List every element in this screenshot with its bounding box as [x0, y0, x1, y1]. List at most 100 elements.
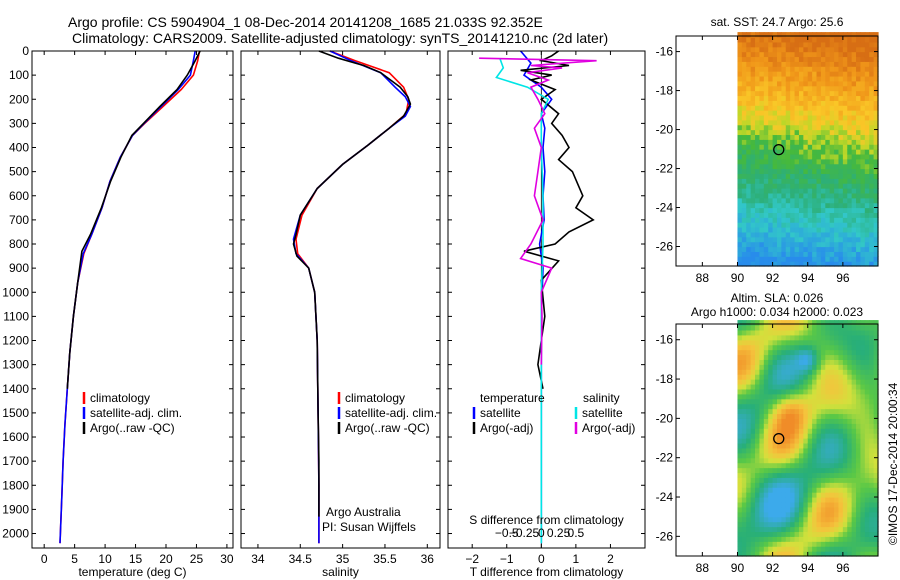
temp-ytick-label: 1800 [2, 478, 29, 492]
temp-ytick-label: 900 [9, 261, 29, 275]
temp-ytick-label: 400 [9, 141, 29, 155]
sal-legend-label: satellite-adj. clim. [345, 406, 437, 420]
temp-ytick-label: 100 [9, 68, 29, 82]
temp-xtick-label: 0 [41, 552, 48, 566]
temp-xlabel: temperature (deg C) [78, 565, 186, 579]
diff-xtick-label: −1 [500, 552, 514, 566]
temp-ytick-label: 1100 [3, 309, 29, 323]
temp-ytick-label: 600 [9, 189, 29, 203]
diff-xlabel2: S difference from climatology [469, 513, 624, 527]
diff-xlabel: T difference from climatology [470, 565, 624, 579]
diff-s-tick-label: 0.5 [568, 526, 585, 540]
sla-ytick-label: -16 [656, 333, 674, 347]
temp-ytick-label: 1600 [2, 430, 29, 444]
diff-xtick-label: 0 [538, 552, 545, 566]
sst-ytick-label: -26 [656, 240, 674, 254]
sst-panel-frame [675, 35, 879, 267]
sla-xtick-label: 94 [801, 561, 815, 575]
temp-xtick-label: 15 [129, 552, 143, 566]
sal-annotation-line2: PI: Susan Wijffels [322, 520, 416, 534]
diff-t-legend-label: Argo(-adj) [480, 421, 533, 435]
temp-ytick-label: 500 [9, 165, 29, 179]
sla-argo-marker [773, 432, 785, 445]
sla-title: Altim. SLA: 0.026 [731, 291, 824, 305]
sal-xtick-label: 34.5 [289, 552, 313, 566]
diff-legend-t-title: temperature [480, 391, 545, 405]
sst-ytick-label: -20 [656, 123, 674, 137]
sal-xlabel: salinity [322, 565, 359, 579]
temp-ytick-label: 2000 [2, 527, 29, 541]
sla-ytick-label: -24 [656, 490, 674, 504]
diff-s-tick-label: −0.25 [509, 526, 540, 540]
sla-ytick-label: -18 [656, 372, 674, 386]
imos-timestamp-label: ©IMOS 17-Dec-2014 20:00:34 [886, 382, 900, 545]
sla-subtitle: Argo h1000: 0.034 h2000: 0.023 [691, 305, 863, 319]
temp-ytick-label: 1400 [2, 382, 29, 396]
diff-s-legend-label: Argo(-adj) [582, 421, 635, 435]
temp-ytick-label: 0 [22, 44, 29, 58]
sal-legend-label: Argo(..raw -QC) [345, 421, 430, 435]
sst-ytick-label: -24 [656, 201, 674, 215]
sal-series-climatology [295, 50, 410, 544]
temp-xtick-label: 30 [220, 552, 234, 566]
sla-ytick-label: -22 [656, 451, 674, 465]
sst-xtick-label: 94 [801, 271, 815, 285]
sla-panel-frame [675, 323, 879, 557]
temp-panel-frame [31, 50, 234, 549]
diff-panel-frame [447, 50, 646, 549]
temp-series-satellite [59, 50, 196, 544]
sal-xtick-label: 35 [336, 552, 350, 566]
sst-xtick-label: 90 [731, 271, 745, 285]
temp-xtick-label: 20 [159, 552, 173, 566]
sla-ytick-label: -26 [656, 529, 674, 543]
sal-xtick-label: 35.5 [373, 552, 397, 566]
diff-xtick-label: 2 [607, 552, 614, 566]
sla-heatmap [737, 320, 879, 557]
diff-t-legend-label: satellite [480, 406, 521, 420]
sst-xtick-label: 96 [836, 271, 850, 285]
sla-xtick-label: 96 [836, 561, 850, 575]
diff-s-legend-label: satellite [582, 406, 623, 420]
diff-legend-s-title: salinity [583, 391, 620, 405]
temp-ytick-label: 1500 [2, 406, 29, 420]
sst-ytick-label: -18 [656, 84, 674, 98]
sal-legend-label: climatology [345, 391, 405, 405]
sst-xtick-label: 88 [696, 271, 710, 285]
temp-ytick-label: 700 [9, 213, 29, 227]
diff-s-tick-label: 0.25 [547, 526, 571, 540]
temp-ytick-label: 1300 [2, 358, 29, 372]
sal-xtick-label: 36 [421, 552, 435, 566]
temp-xtick-label: 25 [190, 552, 204, 566]
sal-panel-frame [240, 50, 441, 549]
figure-title-line2: Climatology: CARS2009. Satellite-adjuste… [72, 30, 609, 46]
temp-legend-label: Argo(..raw -QC) [90, 421, 175, 435]
sst-ytick-label: -16 [656, 45, 674, 59]
diff-xtick-label: −2 [465, 552, 479, 566]
temp-series-climatology [59, 50, 201, 544]
temp-ytick-label: 300 [9, 116, 29, 130]
sst-title: sat. SST: 24.7 Argo: 25.6 [711, 15, 844, 29]
temp-ytick-label: 1700 [2, 454, 29, 468]
sal-series-argo [292, 50, 412, 517]
diff-s-tick-label: −0.5 [495, 526, 519, 540]
temp-ytick-label: 1000 [2, 285, 29, 299]
sst-ytick-label: -22 [656, 162, 674, 176]
diff-series-satellite_s [495, 57, 550, 544]
diff-series-argo [520, 50, 595, 389]
temp-legend-label: satellite-adj. clim. [90, 406, 182, 420]
diff-xtick-label: 1 [573, 552, 580, 566]
temp-ytick-label: 800 [9, 237, 29, 251]
sst-heatmap [737, 32, 879, 267]
sal-annotation-line1: Argo Australia [326, 505, 401, 519]
diff-s-tick-label: 0 [538, 526, 545, 540]
temp-ytick-label: 200 [9, 92, 29, 106]
sla-ytick-label: -20 [656, 411, 674, 425]
sla-xtick-label: 92 [766, 561, 780, 575]
sst-xtick-label: 92 [766, 271, 780, 285]
temp-xtick-label: 5 [71, 552, 78, 566]
temp-ytick-label: 1900 [2, 502, 29, 516]
temp-ytick-label: 1200 [2, 334, 29, 348]
sal-xtick-label: 34 [251, 552, 265, 566]
temp-series-argo [66, 50, 201, 389]
